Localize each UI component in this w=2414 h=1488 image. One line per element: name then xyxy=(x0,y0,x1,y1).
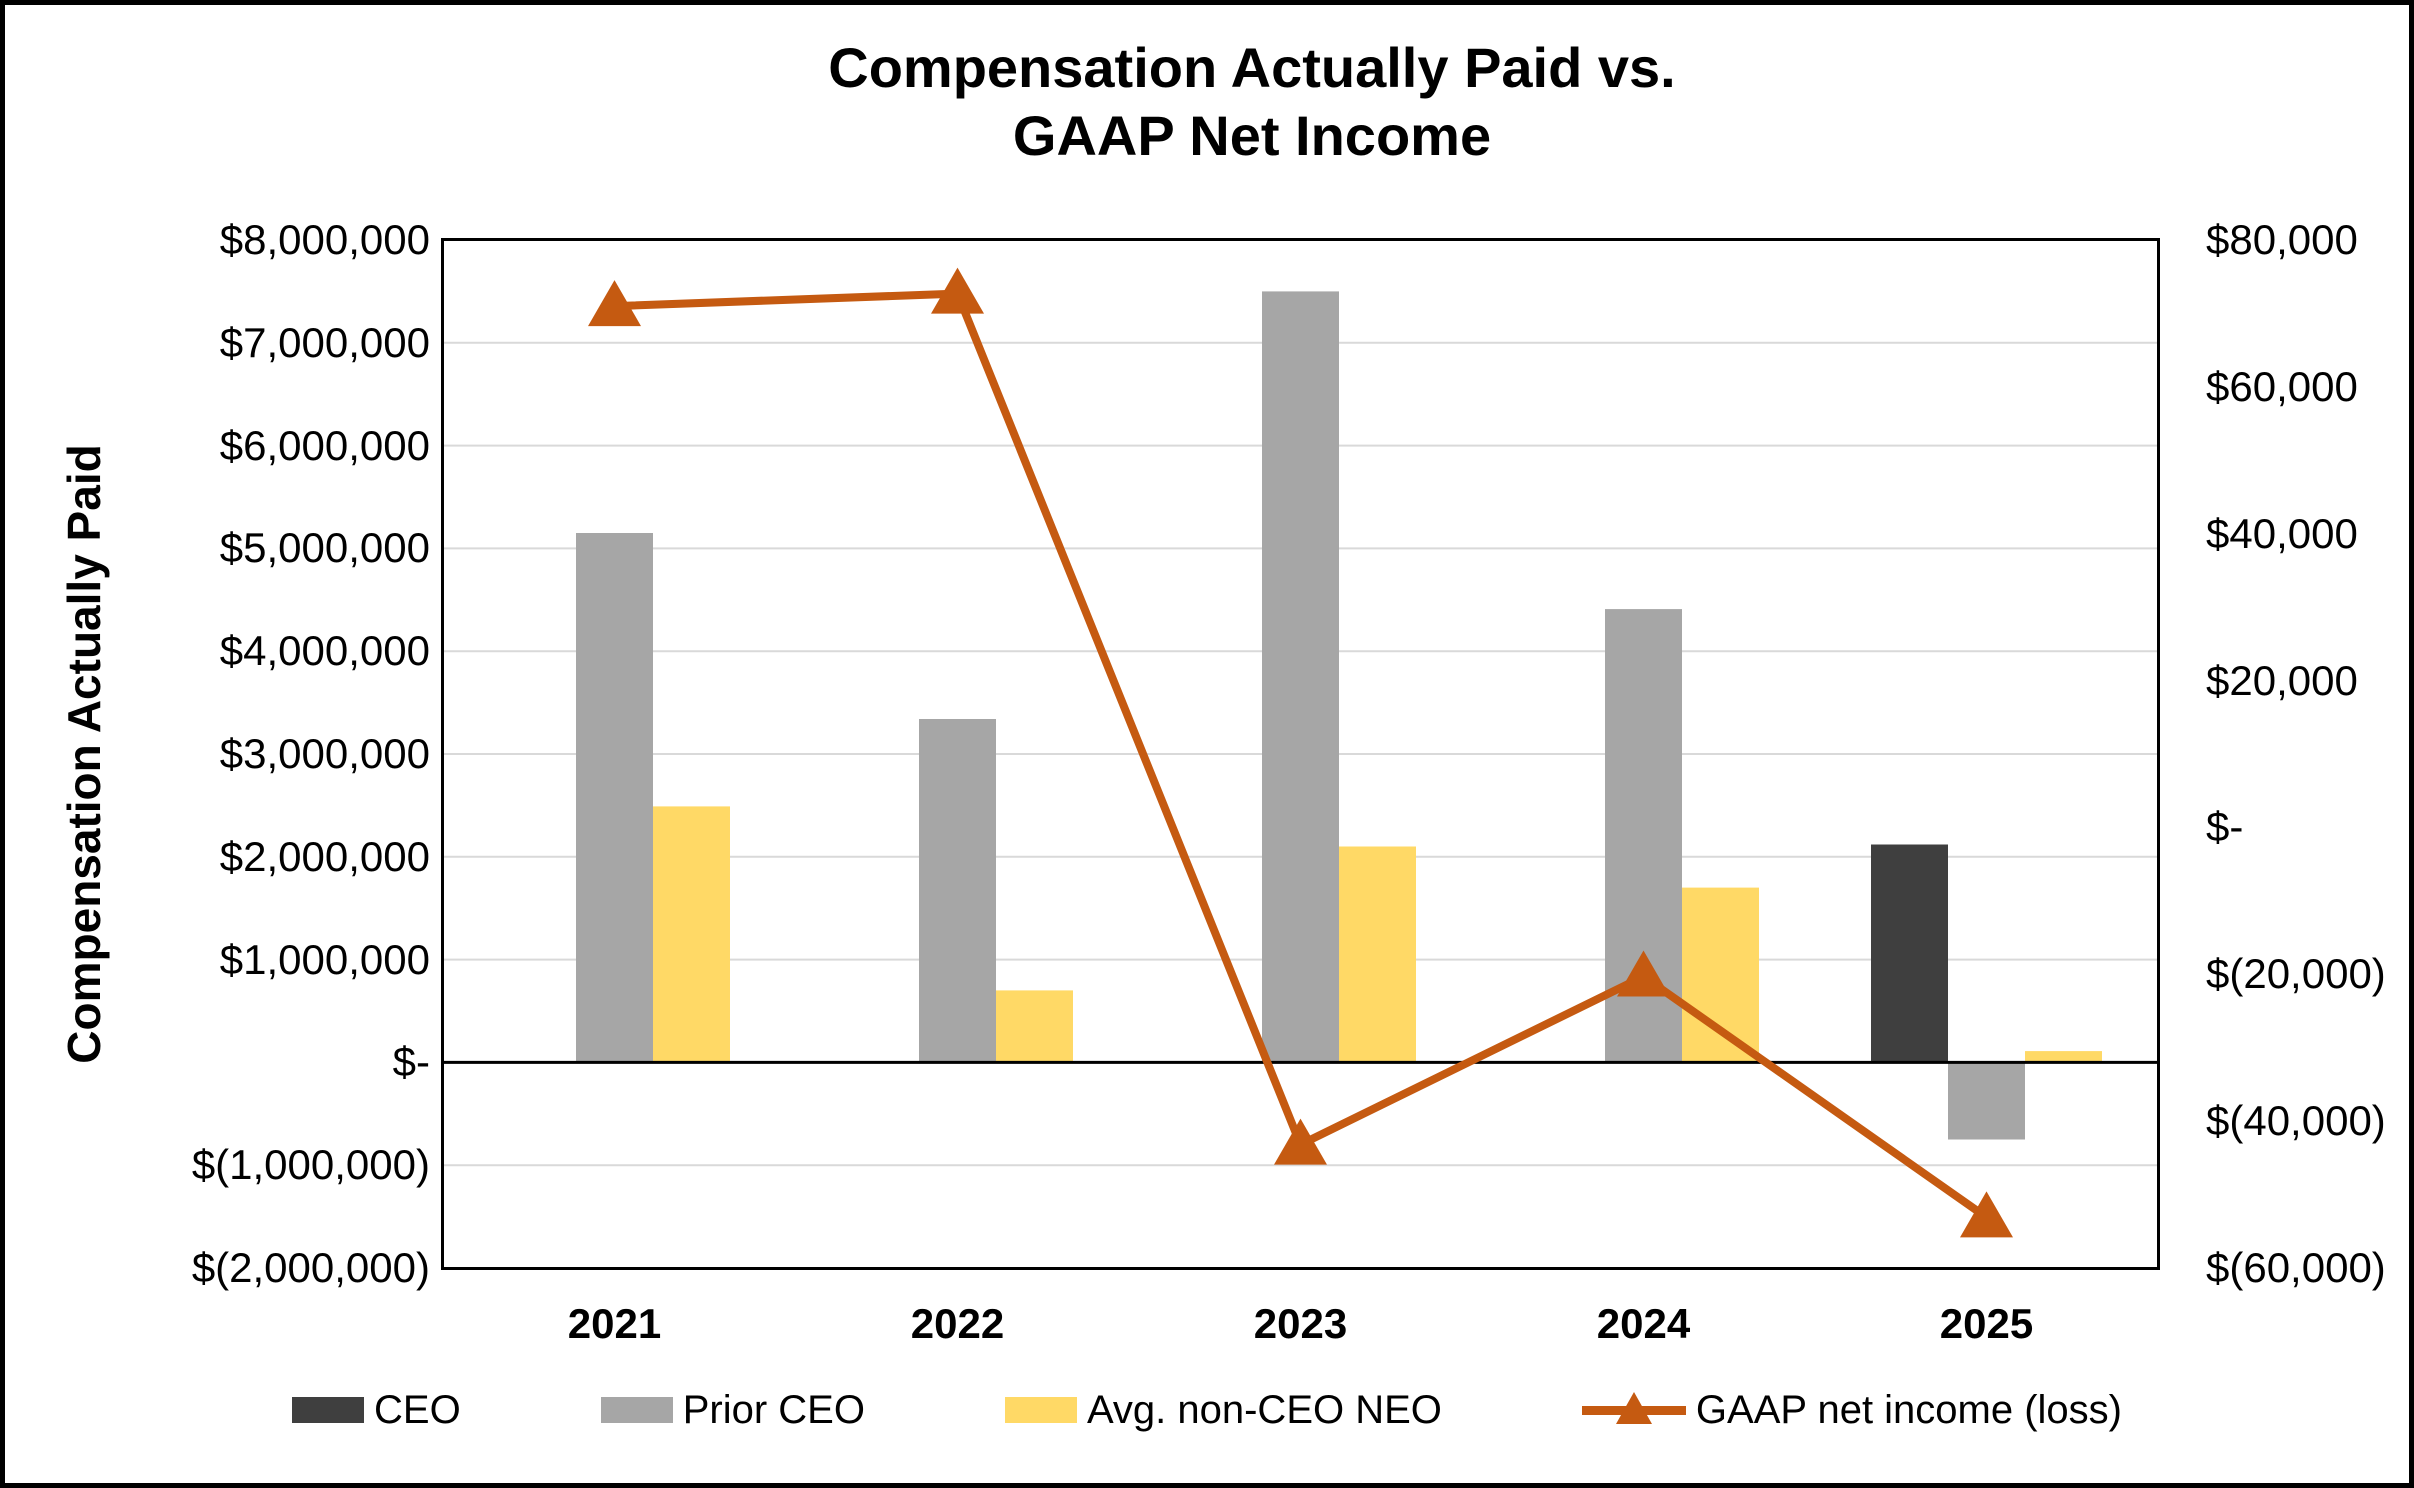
plot-area xyxy=(443,267,2158,1238)
left-axis-tick-label: $1,000,000 xyxy=(219,935,430,983)
line-marker-triangle xyxy=(588,280,641,327)
left-axis-tick-label: $6,000,000 xyxy=(219,421,430,469)
legend-line-marker xyxy=(1581,1388,1686,1432)
legend-label: Avg. non-CEO NEO xyxy=(1086,1387,1442,1432)
bar-avg-non-ceo-neo xyxy=(1339,846,1416,1063)
line-marker-triangle xyxy=(1617,950,1670,997)
legend-label: CEO xyxy=(374,1387,461,1432)
left-axis-tick-label: $2,000,000 xyxy=(219,832,430,880)
right-axis-tick-label: $40,000 xyxy=(2206,509,2358,557)
x-axis-label-2021: 2021 xyxy=(567,1300,662,1347)
left-axis-tick-label: $(2,000,000) xyxy=(191,1244,430,1291)
left-axis-tick-label: $4,000,000 xyxy=(219,627,430,675)
legend-label: Prior CEO xyxy=(682,1387,865,1432)
right-axis-tick-label: $(40,000) xyxy=(2206,1097,2386,1145)
right-axis-tick-label: $- xyxy=(2206,803,2244,851)
legend: CEO Prior CEO Avg. non-CEO NEO GAAP net inc… xyxy=(0,1380,2414,1440)
bar-avg-non-ceo-neo xyxy=(653,806,730,1063)
right-axis-tick-label: $80,000 xyxy=(2206,216,2358,263)
left-axis-tick-label: $7,000,000 xyxy=(219,318,430,366)
legend-color-swatch xyxy=(292,1397,364,1423)
bar-prior-ceo xyxy=(1262,291,1339,1063)
x-axis-label-2022: 2022 xyxy=(910,1300,1005,1347)
legend-item-prior-ceo: Prior CEO xyxy=(600,1387,865,1433)
x-axis-label-2023: 2023 xyxy=(1253,1300,1348,1347)
right-axis-tick-label: $60,000 xyxy=(2206,362,2358,410)
bar-ceo xyxy=(1871,844,1948,1063)
right-axis-tick-label: $(60,000) xyxy=(2206,1244,2386,1291)
bar-prior-ceo xyxy=(919,719,996,1063)
legend-color-swatch xyxy=(600,1397,673,1423)
left-axis-tick-label: $- xyxy=(392,1038,430,1086)
left-axis-tick-label: $5,000,000 xyxy=(219,524,430,572)
left-axis-tick-label: $(1,000,000) xyxy=(191,1141,430,1189)
legend-color-swatch xyxy=(1004,1397,1077,1423)
bar-avg-non-ceo-neo xyxy=(996,990,1073,1063)
line-marker-triangle xyxy=(1274,1118,1327,1165)
left-axis-tick-label: $3,000,000 xyxy=(219,730,430,777)
x-axis-label-2025: 2025 xyxy=(1939,1300,2034,1347)
legend-item-ceo: CEO xyxy=(292,1388,461,1433)
legend-item-gaap-net-income-loss-: GAAP net income (loss) xyxy=(1581,1387,2122,1433)
left-axis-tick-label: $8,000,000 xyxy=(219,216,430,263)
chart-title: Compensation Actually Paid vs. GAAP Net … xyxy=(828,36,1676,167)
bar-prior-ceo xyxy=(576,533,653,1063)
right-axis-tick-label: $20,000 xyxy=(2206,656,2358,704)
bar-avg-non-ceo-neo xyxy=(2025,1051,2102,1063)
line-marker-triangle xyxy=(931,267,984,314)
legend-item-avg-non-ceo-neo: Avg. non-CEO NEO xyxy=(1004,1387,1442,1433)
right-axis-tick-label: $(20,000) xyxy=(2206,950,2386,998)
line-marker-triangle xyxy=(1960,1191,2013,1238)
x-axis-label-2024: 2024 xyxy=(1596,1300,1691,1347)
bar-avg-non-ceo-neo xyxy=(1682,887,1759,1063)
legend-label: GAAP net income (loss) xyxy=(1695,1387,2122,1432)
bar-prior-ceo xyxy=(1948,1062,2025,1140)
legend-triangle-icon xyxy=(1615,1392,1652,1424)
